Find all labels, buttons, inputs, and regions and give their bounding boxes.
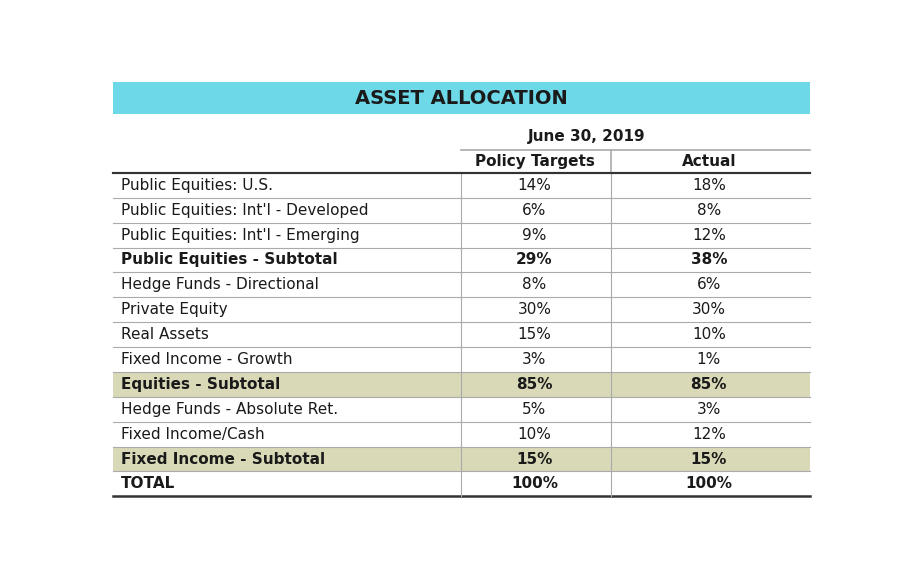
Text: ASSET ALLOCATION: ASSET ALLOCATION xyxy=(355,88,568,108)
Text: 8%: 8% xyxy=(697,203,721,218)
Text: 38%: 38% xyxy=(690,253,727,267)
Text: June 30, 2019: June 30, 2019 xyxy=(528,129,645,144)
Text: 15%: 15% xyxy=(518,327,552,342)
Text: 30%: 30% xyxy=(692,302,726,317)
Text: 14%: 14% xyxy=(518,178,552,193)
Text: 15%: 15% xyxy=(690,451,727,466)
Text: Hedge Funds - Absolute Ret.: Hedge Funds - Absolute Ret. xyxy=(121,402,338,417)
Text: Policy Targets: Policy Targets xyxy=(474,154,594,169)
Text: 100%: 100% xyxy=(511,477,558,491)
Text: 10%: 10% xyxy=(692,327,725,342)
Text: 100%: 100% xyxy=(686,477,733,491)
Text: 30%: 30% xyxy=(518,302,552,317)
Text: 12%: 12% xyxy=(692,426,725,442)
Text: Public Equities: Int'l - Emerging: Public Equities: Int'l - Emerging xyxy=(121,227,359,243)
Text: Real Assets: Real Assets xyxy=(121,327,209,342)
Text: 29%: 29% xyxy=(517,253,553,267)
FancyBboxPatch shape xyxy=(112,82,810,115)
Text: 18%: 18% xyxy=(692,178,725,193)
FancyBboxPatch shape xyxy=(112,446,810,471)
Text: 6%: 6% xyxy=(522,203,546,218)
Text: Fixed Income/Cash: Fixed Income/Cash xyxy=(121,426,265,442)
Text: Fixed Income - Growth: Fixed Income - Growth xyxy=(121,352,292,367)
Text: 5%: 5% xyxy=(522,402,546,417)
Text: TOTAL: TOTAL xyxy=(121,477,176,491)
Text: 3%: 3% xyxy=(697,402,721,417)
Text: Actual: Actual xyxy=(681,154,736,169)
Text: Private Equity: Private Equity xyxy=(121,302,228,317)
Text: 85%: 85% xyxy=(690,377,727,392)
Text: Public Equities - Subtotal: Public Equities - Subtotal xyxy=(121,253,338,267)
Text: 6%: 6% xyxy=(697,278,721,292)
Text: Fixed Income - Subtotal: Fixed Income - Subtotal xyxy=(121,451,325,466)
Text: 12%: 12% xyxy=(692,227,725,243)
Text: 10%: 10% xyxy=(518,426,552,442)
Text: Equities - Subtotal: Equities - Subtotal xyxy=(121,377,280,392)
FancyBboxPatch shape xyxy=(112,372,810,397)
Text: 85%: 85% xyxy=(517,377,553,392)
Text: Hedge Funds - Directional: Hedge Funds - Directional xyxy=(121,278,319,292)
Text: Public Equities: Int'l - Developed: Public Equities: Int'l - Developed xyxy=(121,203,368,218)
Text: 15%: 15% xyxy=(517,451,553,466)
Text: 3%: 3% xyxy=(522,352,546,367)
Text: Public Equities: U.S.: Public Equities: U.S. xyxy=(121,178,273,193)
Text: 9%: 9% xyxy=(522,227,546,243)
Text: 8%: 8% xyxy=(522,278,546,292)
Text: 1%: 1% xyxy=(697,352,721,367)
